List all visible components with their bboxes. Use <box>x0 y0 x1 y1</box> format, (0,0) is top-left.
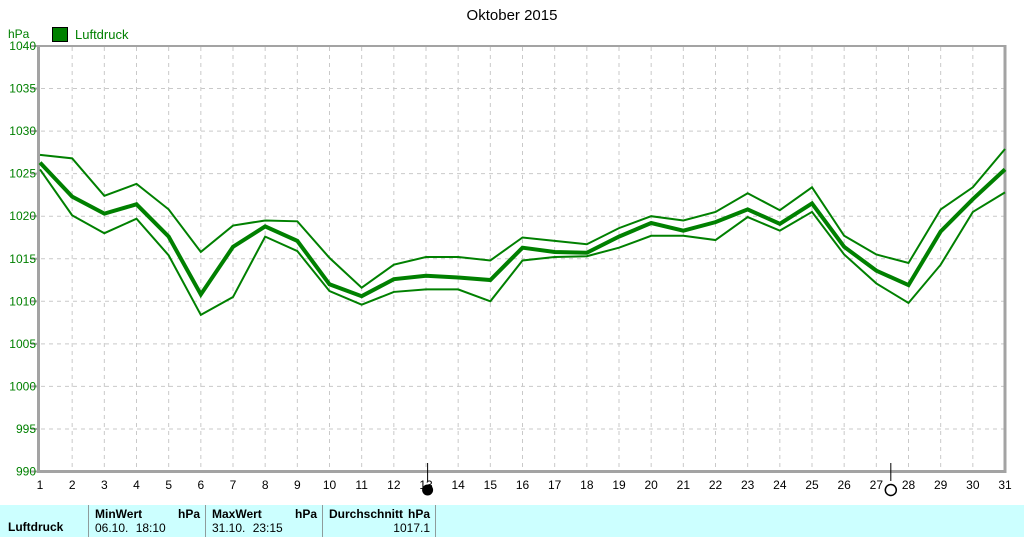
minwert-value: 06.10. 18:10 1008.4 <box>95 521 166 537</box>
x-tick-label: 20 <box>644 478 658 492</box>
legend-label: Luftdruck <box>75 27 129 42</box>
minwert-unit: hPa <box>177 507 200 521</box>
x-tick-label: 14 <box>451 478 465 492</box>
y-axis-unit-label: hPa <box>8 27 30 41</box>
legend-color-swatch-icon <box>52 27 68 42</box>
column-separator <box>205 505 206 537</box>
full-moon-marker <box>884 463 898 497</box>
x-tick-label: 26 <box>837 478 851 492</box>
column-separator <box>322 505 323 537</box>
y-tick-label: 1030 <box>9 124 36 138</box>
x-tick-label: 30 <box>966 478 980 492</box>
x-tick-label: 3 <box>101 478 108 492</box>
series-min <box>39 168 1006 317</box>
x-tick-label: 19 <box>612 478 626 492</box>
x-tick-label: 11 <box>355 478 368 492</box>
y-tick-label: 1000 <box>9 379 36 393</box>
y-tick-label: 1040 <box>9 39 36 53</box>
x-tick-label: 23 <box>741 478 755 492</box>
x-tick-label: 6 <box>197 478 204 492</box>
x-tick-label: 5 <box>165 478 172 492</box>
series-max <box>39 148 1006 289</box>
x-tick-label: 27 <box>870 478 884 492</box>
stats-table: Luftdruck MinWert hPa 06.10. 18:10 1008.… <box>0 505 1024 537</box>
plot-frame <box>37 45 1007 473</box>
x-tick-label: 7 <box>230 478 237 492</box>
x-tick-label: 22 <box>709 478 723 492</box>
x-tick-label: 24 <box>773 478 787 492</box>
x-tick-label: 31 <box>998 478 1012 492</box>
durchschnitt-header: Durchschnitt <box>329 507 404 521</box>
x-tick-label: 8 <box>262 478 269 492</box>
minwert-header: MinWert <box>95 507 143 521</box>
maxwert-header: MaxWert <box>212 507 262 521</box>
y-tick-label: 1035 <box>9 82 36 96</box>
x-tick-label: 21 <box>677 478 691 492</box>
gridlines <box>41 47 1004 471</box>
legend: Luftdruck <box>52 27 128 42</box>
column-separator <box>435 505 436 537</box>
y-tick-label: 1015 <box>9 252 36 266</box>
x-tick-label: 29 <box>934 478 948 492</box>
stats-cell-durchschnitt: Durchschnitt hPa 1017.1 <box>323 505 435 537</box>
y-tick-label: 1020 <box>9 209 36 223</box>
x-tick-label: 18 <box>580 478 594 492</box>
series-lines <box>38 148 1007 317</box>
chart-title: Oktober 2015 <box>466 7 558 24</box>
x-tick-label: 9 <box>294 478 301 492</box>
durchschnitt-unit: hPa <box>407 507 430 521</box>
y-tick-label: 1005 <box>9 337 36 351</box>
x-tick-label: 10 <box>323 478 337 492</box>
y-axis-ticks: 990 995 1000 1005 1010 1015 1020 1025 1030 1035 10… <box>9 39 38 479</box>
x-tick-label: 17 <box>548 478 562 492</box>
durchschnitt-value: 1017.1 <box>393 521 430 535</box>
maxwert-value: 31.10. 23:15 1027.9 <box>212 521 283 537</box>
y-tick-label: 995 <box>16 422 36 436</box>
x-tick-label: 16 <box>516 478 530 492</box>
stats-cell-maxwert: MaxWert hPa 31.10. 23:15 1027.9 <box>206 505 322 537</box>
stats-cell-minwert: MinWert hPa 06.10. 18:10 1008.4 <box>89 505 205 537</box>
new-moon-marker <box>422 463 434 496</box>
series-avg <box>38 161 1007 299</box>
y-tick-label: 1025 <box>9 167 36 181</box>
stats-row-label: Luftdruck <box>8 520 64 534</box>
x-tick-label: 15 <box>484 478 498 492</box>
x-axis-labels: 1234567891011121314151617181920212223242… <box>37 478 1012 492</box>
x-tick-label: 12 <box>387 478 401 492</box>
x-tick-label: 1 <box>37 478 44 492</box>
y-tick-label: 1010 <box>9 294 36 308</box>
pressure-chart: 9909951000100510101015102010251030103510… <box>9 39 1012 497</box>
x-tick-label: 2 <box>69 478 76 492</box>
x-tick-label: 4 <box>133 478 140 492</box>
moon-annotations <box>422 463 898 497</box>
maxwert-unit: hPa <box>294 507 317 521</box>
x-tick-label: 28 <box>902 478 916 492</box>
column-separator <box>88 505 89 537</box>
x-tick-label: 25 <box>805 478 819 492</box>
y-tick-label: 990 <box>16 465 36 479</box>
